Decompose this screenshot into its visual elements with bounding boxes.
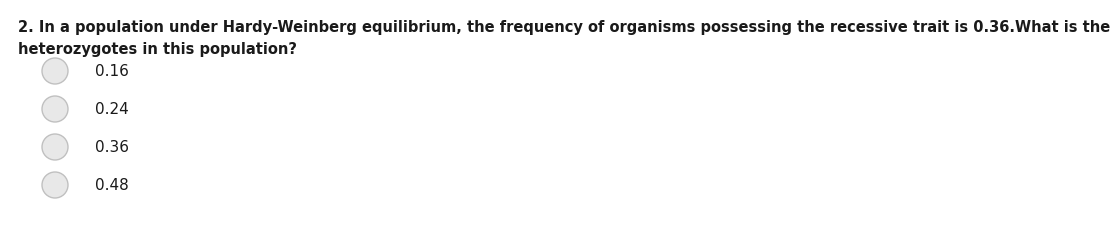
Circle shape — [42, 134, 68, 160]
Text: 0.16: 0.16 — [95, 64, 129, 79]
Circle shape — [42, 172, 68, 198]
Text: 2. In a population under Hardy-Weinberg equilibrium, the frequency of organisms : 2. In a population under Hardy-Weinberg … — [18, 20, 1114, 35]
Text: 0.48: 0.48 — [95, 178, 129, 193]
Circle shape — [42, 59, 68, 85]
Text: heterozygotes in this population?: heterozygotes in this population? — [18, 42, 297, 57]
Circle shape — [42, 97, 68, 123]
Text: 0.24: 0.24 — [95, 102, 129, 117]
Text: 0.36: 0.36 — [95, 140, 129, 155]
